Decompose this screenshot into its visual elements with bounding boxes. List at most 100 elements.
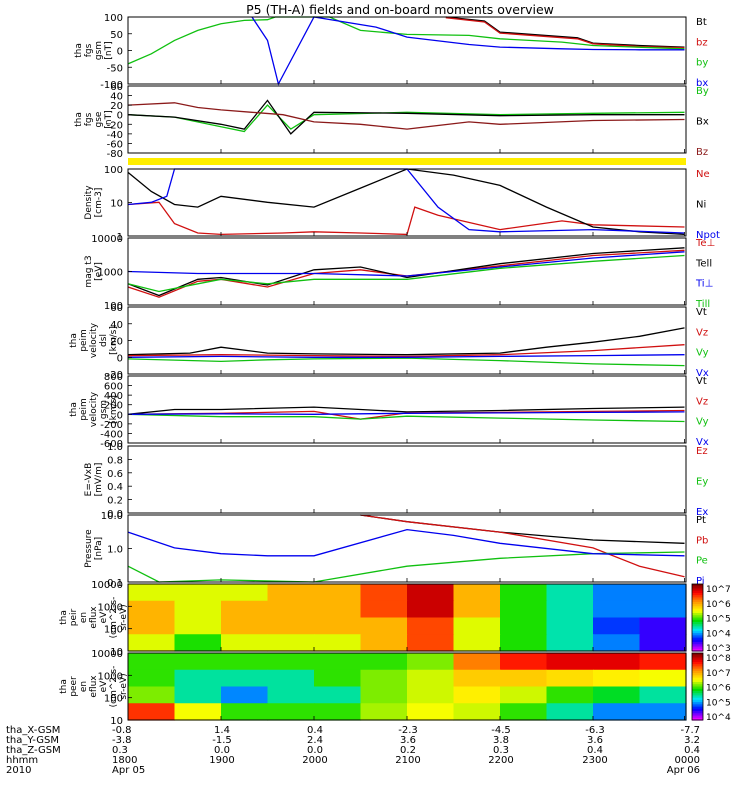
heatmap-cell — [407, 686, 455, 704]
colorbar-step — [692, 706, 703, 710]
legend-label: Pb — [696, 535, 708, 546]
heatmap-cell — [453, 634, 501, 652]
panel-ylabel: Pressure[nPa] — [84, 529, 104, 568]
y-tick-label: 60 — [110, 82, 123, 93]
heatmap-cell — [267, 653, 315, 671]
ephemeris-value: 1800 — [112, 755, 137, 766]
series-line — [127, 357, 685, 367]
heatmap-cell — [174, 653, 222, 671]
heatmap-cell — [267, 634, 315, 652]
heatmap-cell — [593, 703, 641, 721]
ephemeris-value: 2.4 — [307, 735, 323, 746]
panel-ylabel-line: eV — [99, 680, 109, 693]
heatmap-cell — [360, 669, 408, 688]
ephemeris-value: 3.6 — [587, 735, 603, 746]
y-tick-label: 1000 — [98, 268, 123, 279]
panel-ylabel-line: [nT] — [104, 41, 114, 59]
colorbar-step — [692, 699, 703, 703]
heatmap-cell — [128, 584, 176, 602]
colorbar-step — [692, 606, 703, 610]
heatmap-cell — [128, 634, 176, 652]
y-tick-label: 40 — [110, 92, 123, 103]
y-tick-label: 10 — [110, 716, 123, 727]
colorbar-step — [692, 604, 703, 607]
colorbar-step — [692, 682, 703, 685]
ephemeris-value: -7.7 — [680, 725, 700, 736]
colorbar-label: 10^6 — [706, 684, 731, 694]
series-line — [360, 514, 685, 578]
legend-label: Bx — [696, 117, 709, 128]
panel-ylabel-line: en — [79, 612, 89, 623]
heatmap-cell — [221, 686, 269, 704]
series-line — [127, 201, 685, 236]
heatmap-cell — [500, 617, 548, 635]
legend-label: Vz — [696, 327, 708, 338]
ephemeris-value: -6.3 — [585, 725, 605, 736]
y-tick-label: 0.1 — [107, 578, 123, 589]
ephemeris-value: 3.2 — [684, 735, 700, 746]
ephemeris-value: Apr 06 — [667, 765, 700, 776]
ephemeris-value: 3.8 — [493, 735, 509, 746]
ephemeris-value: -3.8 — [112, 735, 132, 746]
heatmap-cell — [360, 584, 408, 602]
y-tick-label: 1.0 — [107, 442, 123, 453]
panels-group: thafgsgsm[nT]Btbzbybx100500-50-100thafgs… — [59, 13, 731, 727]
colorbar-step — [692, 615, 703, 619]
panel-ylabel-line: [mV/m] — [94, 463, 104, 497]
series-line — [127, 411, 685, 415]
panel-ylabel-line: velocity — [89, 391, 99, 427]
series-line — [127, 528, 685, 557]
legend-label: Vx — [696, 437, 709, 448]
legend-label: Ne — [696, 169, 710, 180]
legend-label: Ti⊥ — [695, 279, 713, 290]
y-tick-label: -40 — [107, 130, 123, 141]
ephemeris-value: 0.0 — [307, 745, 323, 756]
heatmap-cell — [267, 703, 315, 721]
ephemeris-value: -4.5 — [491, 725, 511, 736]
panel-frame — [127, 85, 687, 154]
heatmap-cell — [174, 686, 222, 704]
colorbar-step — [692, 584, 703, 587]
heatmap-cell — [314, 703, 362, 721]
y-tick-label: 800 — [104, 372, 123, 383]
heatmap-cell — [221, 634, 269, 652]
y-tick-label: 100 — [104, 301, 123, 312]
colorbar: 10^7 10^6 10^5 10^4 10^3 — [691, 583, 731, 654]
colorbar-step — [692, 639, 703, 643]
chart-title: P5 (TH-A) fields and on-board moments ov… — [246, 2, 554, 17]
series-line — [127, 551, 685, 583]
legend-label: Bz — [696, 147, 708, 158]
ephemeris-value: 0.2 — [400, 745, 416, 756]
y-tick-label: 10000 — [91, 234, 123, 245]
colorbar-step — [692, 711, 703, 714]
heatmap-cell — [546, 600, 594, 619]
heatmap-cell — [546, 634, 594, 652]
colorbar-step — [692, 668, 703, 672]
ephemeris-label: tha_X-GSM — [6, 725, 60, 736]
panel-ylabel-line: sr-eV) — [119, 604, 129, 630]
panel-frame — [127, 652, 687, 721]
y-tick-label: -80 — [107, 149, 123, 160]
heatmap-cell — [500, 600, 548, 619]
series-line — [127, 247, 685, 297]
panel-ylabel-line: en — [79, 681, 89, 692]
colorbar-step — [692, 655, 703, 659]
panel-frame — [127, 375, 687, 444]
colorbar-step — [692, 686, 703, 690]
y-tick-label: 0 — [117, 410, 123, 421]
series-line — [127, 409, 685, 420]
series-line — [127, 354, 685, 358]
colorbar-frame — [691, 583, 704, 652]
ephemeris-value: 0.3 — [493, 745, 509, 756]
heatmap-cell — [267, 584, 315, 602]
heatmap-cell — [221, 669, 269, 688]
colorbar-step — [692, 597, 703, 601]
colorbar-frame — [691, 652, 704, 721]
heatmap-cell — [453, 669, 501, 688]
panel-ylabel-line: tha — [69, 402, 79, 417]
colorbar-step — [692, 715, 703, 719]
panel-frame — [127, 445, 687, 514]
colorbar-step — [692, 704, 703, 708]
colorbar-label: 10^4 — [706, 713, 731, 723]
